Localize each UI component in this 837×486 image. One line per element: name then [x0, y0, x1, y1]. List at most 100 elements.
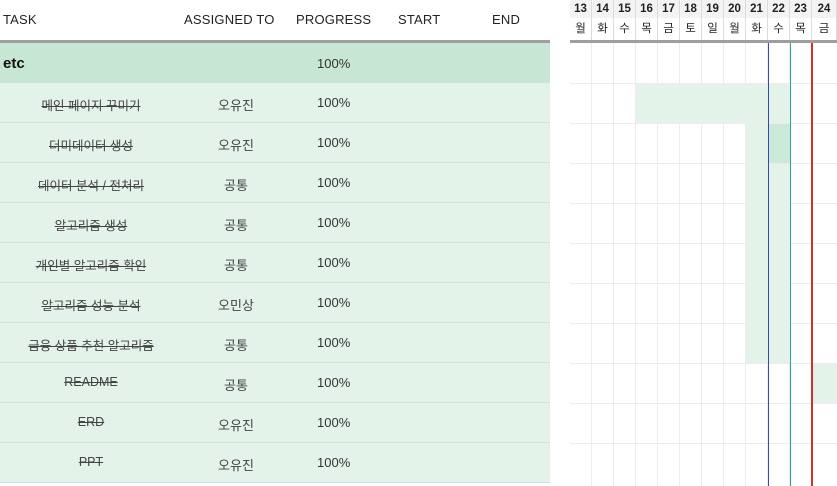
- task-assignee: 공통: [224, 218, 248, 233]
- table-row[interactable]: 데이터 분석 / 전처리 공통 100%: [0, 163, 550, 203]
- gantt-header-divider: [570, 40, 837, 43]
- gantt-grid-line: [570, 403, 837, 404]
- gantt-grid-line: [745, 43, 746, 486]
- task-assignee: 공통: [224, 258, 248, 273]
- task-progress: 100%: [317, 135, 351, 150]
- task-progress: 100%: [317, 415, 351, 430]
- gantt-bar[interactable]: [812, 364, 837, 403]
- gantt-grid-line: [635, 43, 636, 486]
- gantt-bar[interactable]: [768, 124, 790, 163]
- gantt-weekday: 수: [614, 18, 636, 40]
- column-header-start[interactable]: START: [398, 12, 441, 27]
- gantt-weekday: 월: [570, 18, 592, 40]
- gantt-grid-line: [570, 283, 837, 284]
- group-row[interactable]: etc 100%: [0, 43, 550, 84]
- gantt-weekday: 월: [724, 18, 746, 40]
- task-progress: 100%: [317, 215, 351, 230]
- table-row[interactable]: ERD 오유진 100%: [0, 403, 550, 443]
- task-name: 메인 페이지 꾸미기: [41, 99, 141, 113]
- gantt-weekday: 화: [746, 18, 768, 40]
- gantt-bar[interactable]: [746, 124, 768, 363]
- table-row[interactable]: 메인 페이지 꾸미기 오유진 100%: [0, 83, 550, 123]
- task-assignee: 오유진: [218, 458, 254, 473]
- task-name: ERD: [77, 415, 105, 429]
- gantt-teal-marker-line: [790, 43, 791, 486]
- gantt-chart: 13 14 15 16 17 18 19 20 21 22 23 24 월 화 …: [570, 0, 837, 486]
- gantt-grid-line: [570, 123, 837, 124]
- gantt-date: 20: [724, 0, 746, 18]
- task-assignee: 공통: [224, 178, 248, 193]
- column-header-end[interactable]: END: [492, 12, 521, 27]
- task-progress: 100%: [317, 455, 351, 470]
- task-assignee: 오유진: [218, 98, 254, 113]
- table-row[interactable]: 더미데이터 생성 오유진 100%: [0, 123, 550, 163]
- gantt-weekday: 일: [702, 18, 724, 40]
- gantt-weekday: 금: [658, 18, 680, 40]
- gantt-date: 22: [768, 0, 790, 18]
- gantt-grid-line: [570, 83, 837, 84]
- gantt-date: 24: [812, 0, 837, 18]
- gantt-grid-line: [723, 43, 724, 486]
- gantt-grid-line: [570, 363, 837, 364]
- gantt-weekday: 목: [636, 18, 658, 40]
- gantt-bar[interactable]: [768, 164, 790, 363]
- gantt-date: 23: [790, 0, 812, 18]
- task-assignee: 오유진: [218, 138, 254, 153]
- gantt-weekday: 목: [790, 18, 812, 40]
- table-row[interactable]: 알고리즘 성능 분석 오민상 100%: [0, 283, 550, 323]
- task-name: 더미데이터 생성: [49, 139, 133, 153]
- gantt-date: 16: [636, 0, 658, 18]
- gantt-grid-line: [570, 163, 837, 164]
- gantt-grid-line: [657, 43, 658, 486]
- column-gap: [550, 0, 570, 486]
- gantt-today-line: [811, 43, 813, 486]
- column-header-progress[interactable]: PROGRESS: [296, 12, 372, 27]
- table-row[interactable]: README 공통 100%: [0, 363, 550, 403]
- gantt-grid-line: [570, 243, 837, 244]
- task-name: README: [64, 375, 118, 389]
- group-progress: 100%: [317, 56, 351, 71]
- gantt-weekday: 화: [592, 18, 614, 40]
- group-name: etc: [3, 55, 25, 72]
- gantt-date: 15: [614, 0, 636, 18]
- gantt-grid-line: [591, 43, 592, 486]
- gantt-weekday: 수: [768, 18, 790, 40]
- gantt-date: 13: [570, 0, 592, 18]
- task-progress: 100%: [317, 255, 351, 270]
- task-assignee: 오민상: [218, 298, 254, 313]
- task-name: 금융 상품 추천 알고리즘: [28, 339, 154, 353]
- task-name: 개인별 알고리즘 확인: [35, 259, 147, 273]
- gantt-date: 17: [658, 0, 680, 18]
- gantt-grid-line: [570, 443, 837, 444]
- table-header: TASK ASSIGNED TO PROGRESS START END: [0, 0, 550, 43]
- task-name: PPT: [78, 455, 104, 469]
- gantt-blue-marker-line: [768, 43, 769, 486]
- gantt-weekday: 금: [812, 18, 837, 40]
- task-progress: 100%: [317, 95, 351, 110]
- task-progress: 100%: [317, 335, 351, 350]
- gantt-grid-line: [613, 43, 614, 486]
- task-assignee: 공통: [224, 338, 248, 353]
- table-row[interactable]: PPT 오유진 100%: [0, 443, 550, 483]
- task-progress: 100%: [317, 375, 351, 390]
- gantt-grid-line: [701, 43, 702, 486]
- gantt-grid-line: [570, 203, 837, 204]
- gantt-date: 18: [680, 0, 702, 18]
- table-row[interactable]: 알고리즘 생성 공통 100%: [0, 203, 550, 243]
- column-header-task[interactable]: TASK: [3, 12, 37, 27]
- gantt-date: 14: [592, 0, 614, 18]
- task-name: 알고리즘 성능 분석: [41, 299, 141, 313]
- task-assignee: 오유진: [218, 418, 254, 433]
- gantt-bar[interactable]: [636, 84, 790, 123]
- table-row[interactable]: 금융 상품 추천 알고리즘 공통 100%: [0, 323, 550, 363]
- task-assignee: 공통: [224, 378, 248, 393]
- gantt-grid-line: [570, 323, 837, 324]
- task-name: 데이터 분석 / 전처리: [38, 179, 144, 193]
- table-row[interactable]: 개인별 알고리즘 확인 공통 100%: [0, 243, 550, 283]
- gantt-grid-line: [679, 43, 680, 486]
- task-progress: 100%: [317, 175, 351, 190]
- gantt-date: 21: [746, 0, 768, 18]
- gantt-weekday: 토: [680, 18, 702, 40]
- task-progress: 100%: [317, 295, 351, 310]
- column-header-assigned-to[interactable]: ASSIGNED TO: [184, 12, 275, 27]
